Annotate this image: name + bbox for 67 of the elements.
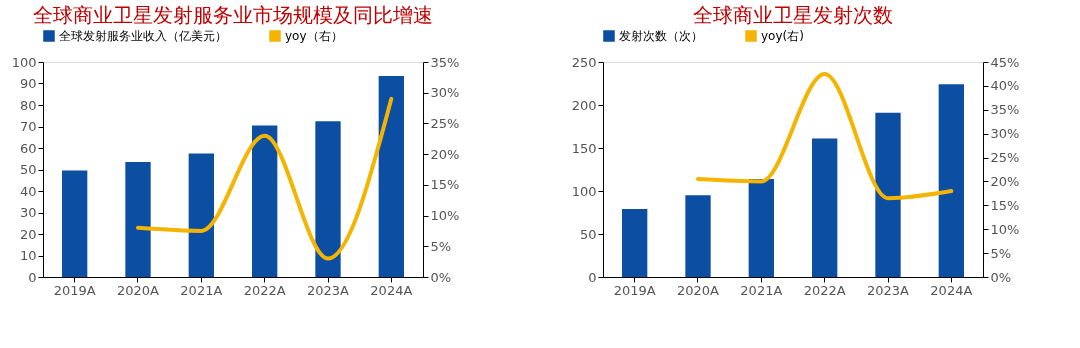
y2-tick-label: 0%: [430, 269, 452, 285]
y-tick-label: 250: [571, 54, 597, 70]
y2-tick-label: 25%: [430, 115, 460, 131]
legend-label: 全球发射服务业收入（亿美元）: [59, 29, 227, 43]
y2-tick-label: 15%: [990, 197, 1020, 213]
x-tick-label: 2020A: [677, 282, 720, 298]
x-tick-label: 2020A: [117, 282, 160, 298]
y2-tick-label: 35%: [990, 102, 1020, 118]
x-tick-label: 2019A: [53, 282, 96, 298]
y2-tick-label: 30%: [990, 126, 1020, 142]
y-tick-label: 10: [19, 248, 37, 263]
x-tick-label: 2023A: [867, 282, 910, 298]
y2-tick-label: 5%: [990, 245, 1012, 261]
y-tick-label: 80: [19, 97, 37, 113]
x-tick-label: 2024A: [370, 282, 413, 298]
bar: [938, 84, 964, 277]
y2-tick-label: 40%: [990, 78, 1020, 94]
y2-tick-label: 25%: [990, 150, 1020, 166]
y-tick-label: 70: [19, 119, 37, 134]
y-tick-label: 40: [19, 183, 37, 199]
y-tick-label: 100: [571, 183, 597, 199]
line-series: [136, 96, 394, 261]
bar: [622, 209, 648, 277]
bar: [875, 112, 901, 277]
bar: [378, 75, 404, 277]
y-tick-label: 50: [19, 162, 37, 177]
y-tick-label: 20: [19, 226, 37, 242]
y-tick-label: 200: [571, 97, 597, 113]
x-tick-label: 2019A: [613, 282, 656, 298]
bar: [125, 161, 151, 277]
y-tick-label: 50: [579, 226, 597, 242]
chart-title: 全球商业卫星发射服务业市场规模及同比增速: [33, 3, 433, 27]
bar: [188, 153, 214, 277]
legend-label: yoy（右）: [285, 29, 343, 43]
y2-tick-label: 35%: [430, 54, 460, 70]
x-tick-label: 2024A: [930, 282, 973, 298]
y2-tick-label: 30%: [430, 85, 460, 101]
bar: [685, 195, 711, 277]
bar: [748, 178, 774, 277]
y2-tick-label: 10%: [990, 221, 1020, 237]
y2-tick-label: 45%: [990, 54, 1020, 70]
x-tick-label: 2021A: [740, 282, 783, 298]
x-tick-label: 2023A: [307, 282, 350, 298]
x-tick-label: 2021A: [180, 282, 223, 298]
bar: [252, 125, 278, 277]
y2-tick-label: 20%: [430, 146, 460, 162]
y-tick-label: 0: [588, 269, 597, 285]
y2-tick-label: 20%: [990, 173, 1020, 189]
line-series: [696, 71, 954, 201]
y-tick-label: 100: [11, 54, 37, 70]
legend-label: yoy(右): [761, 29, 804, 43]
bar: [812, 138, 838, 277]
y-tick-label: 90: [19, 76, 37, 91]
y-tick-label: 0: [28, 269, 37, 285]
bar: [315, 121, 341, 277]
y2-tick-label: 10%: [430, 208, 460, 224]
y2-tick-label: 0%: [990, 269, 1012, 285]
y-tick-label: 30: [19, 205, 37, 220]
x-tick-label: 2022A: [243, 282, 286, 298]
y2-tick-label: 15%: [430, 177, 460, 193]
bar: [62, 170, 88, 277]
x-tick-label: 2022A: [803, 282, 846, 298]
y2-tick-label: 5%: [430, 238, 452, 254]
y-tick-label: 150: [571, 140, 597, 156]
y-tick-label: 60: [19, 140, 37, 156]
chart-title: 全球商业卫星发射次数: [693, 3, 893, 27]
legend-label: 发射次数（次）: [619, 29, 703, 43]
